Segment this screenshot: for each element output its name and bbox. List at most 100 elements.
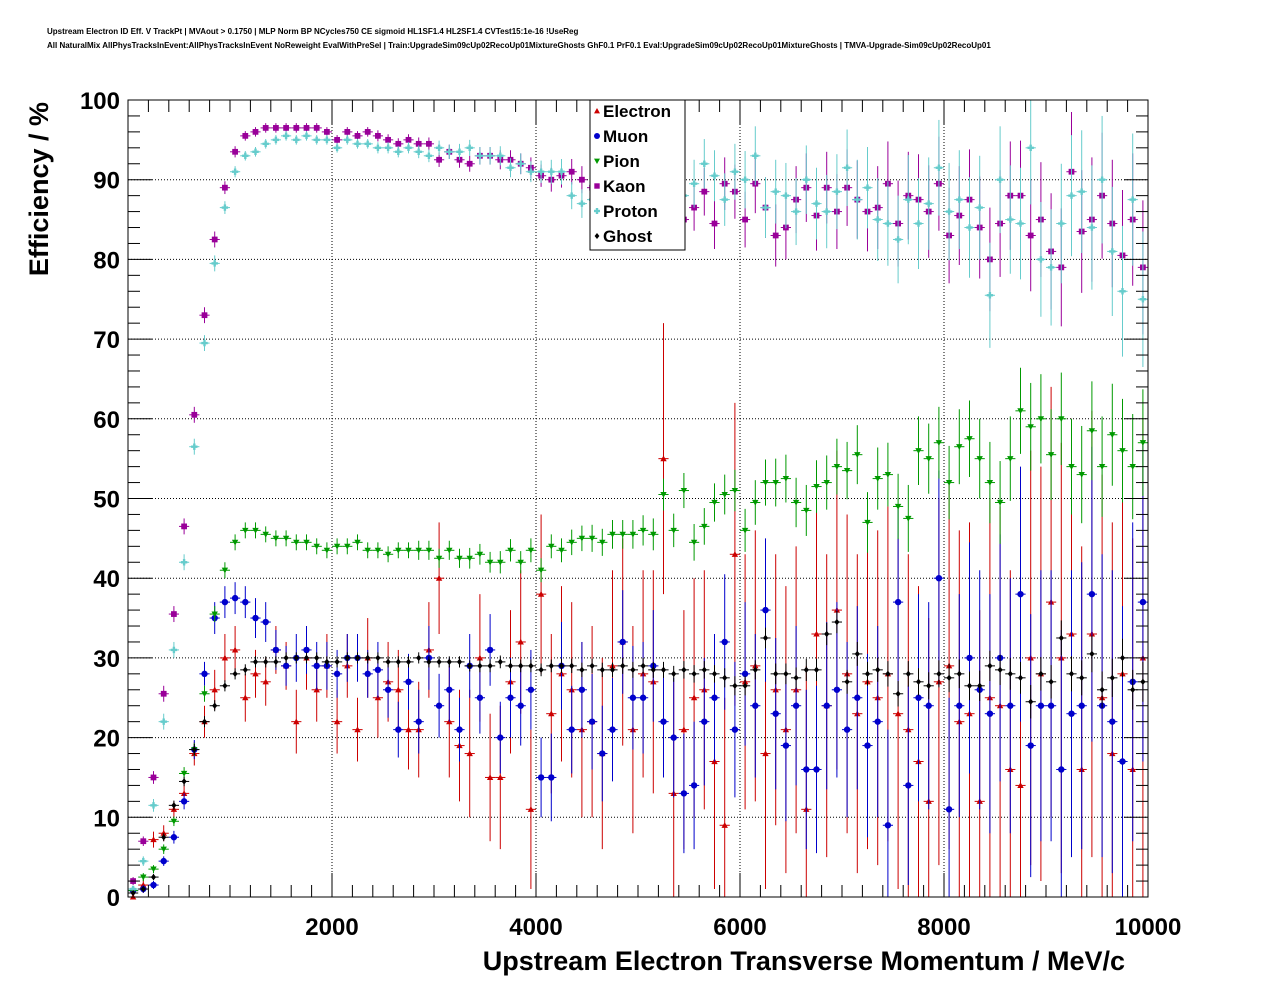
data-point-muon [413,689,424,754]
marker-plus-v [427,152,431,159]
marker-triangle-down [537,567,545,574]
marker-plus-v [876,216,879,223]
marker-plus-v [172,646,176,654]
data-point-pion [301,534,312,551]
marker-square [579,176,585,183]
marker-triangle-up [517,638,524,645]
marker-plus-v [376,144,380,152]
marker-circle [374,666,382,674]
marker-circle [772,710,779,717]
data-point-muon [913,594,924,802]
data-point-pion [230,534,241,551]
marker-diamond [681,666,687,674]
marker-plus-v [478,152,482,159]
data-point-proton [536,160,547,183]
data-point-pion [882,442,893,507]
data-point-muon [1056,630,1067,897]
x-axis-title: Upstream Electron Transverse Momentum / … [483,946,1125,976]
data-point-proton [852,159,863,240]
data-point-ghost [230,668,241,680]
marker-plus-v [774,188,777,195]
marker-diamond [671,670,677,678]
data-point-ghost [546,659,557,673]
marker-circle [537,774,545,781]
marker-triangle-down [170,818,178,825]
data-point-muon [709,633,720,762]
legend-item-ghost: Ghost [594,227,652,246]
data-point-ghost [944,663,955,693]
marker-triangle-down [252,527,259,534]
marker-circle [476,694,484,701]
marker-triangle-down [497,559,504,566]
marker-diamond [599,666,605,674]
marker-plus-v [856,196,859,203]
marker-square [160,690,167,697]
marker-circle [731,726,739,733]
marker-circle [874,718,881,725]
marker-triangle-down [456,555,463,562]
marker-plus-v [509,164,512,171]
data-point-muon [923,602,934,810]
marker-plus-v [1019,220,1022,227]
legend-item-pion: Pion [594,152,640,171]
data-point-ghost [505,659,516,673]
marker-diamond [436,658,442,666]
marker-circle [813,766,820,773]
marker-square [711,220,718,227]
y-tick-label: 100 [80,88,120,115]
marker-triangle-up [435,575,443,581]
marker-plus-v [958,196,961,203]
marker-circle [262,618,269,626]
marker-circle [588,718,596,725]
marker-circle [680,790,688,797]
marker-diamond [354,654,361,662]
marker-plus-v [325,136,329,144]
data-point-pion [1117,398,1128,503]
marker-diamond [956,670,962,678]
data-point-ghost [576,662,587,678]
marker-diamond [1089,650,1095,658]
data-point-pion [1107,383,1118,486]
data-point-pion [648,518,659,551]
marker-plus-v [315,136,318,144]
marker-diamond [569,662,575,670]
data-point-muon [852,606,863,790]
marker-square [242,132,249,139]
data-point-proton [740,151,751,209]
marker-plus-v [397,148,400,156]
marker-diamond [201,718,208,725]
data-point-ghost [1035,657,1046,691]
data-point-muon [1046,570,1057,842]
data-point-ghost [301,652,312,664]
marker-triangle-up [242,694,249,701]
data-point-muon [780,669,791,822]
marker-triangle-up [150,836,157,843]
marker-triangle-down [160,846,167,853]
data-point-ghost [607,662,618,678]
marker-circle [1027,742,1034,749]
data-point-ghost [923,672,934,700]
marker-diamond [467,662,473,670]
marker-diamond [732,682,738,689]
marker-plus-v [1100,176,1104,183]
marker-triangle-up [680,726,688,733]
data-point-kaon [423,137,434,151]
marker-diamond [252,658,259,666]
data-point-ghost [138,885,149,893]
data-point-kaon [179,518,190,535]
marker-square [594,183,600,189]
data-point-pion [893,473,904,540]
marker-circle [272,646,280,654]
marker-circle [1037,702,1045,709]
marker-circle [884,822,892,829]
data-point-ghost [352,652,363,664]
y-tick-label: 70 [93,327,120,354]
data-point-pion [485,551,496,573]
data-point-muon [903,685,914,886]
marker-triangle-down [303,539,310,546]
marker-triangle-down [425,547,433,554]
data-point-ghost [209,700,220,712]
data-point-proton [1035,202,1046,317]
marker-triangle-down [568,539,575,546]
marker-circle [670,734,677,741]
